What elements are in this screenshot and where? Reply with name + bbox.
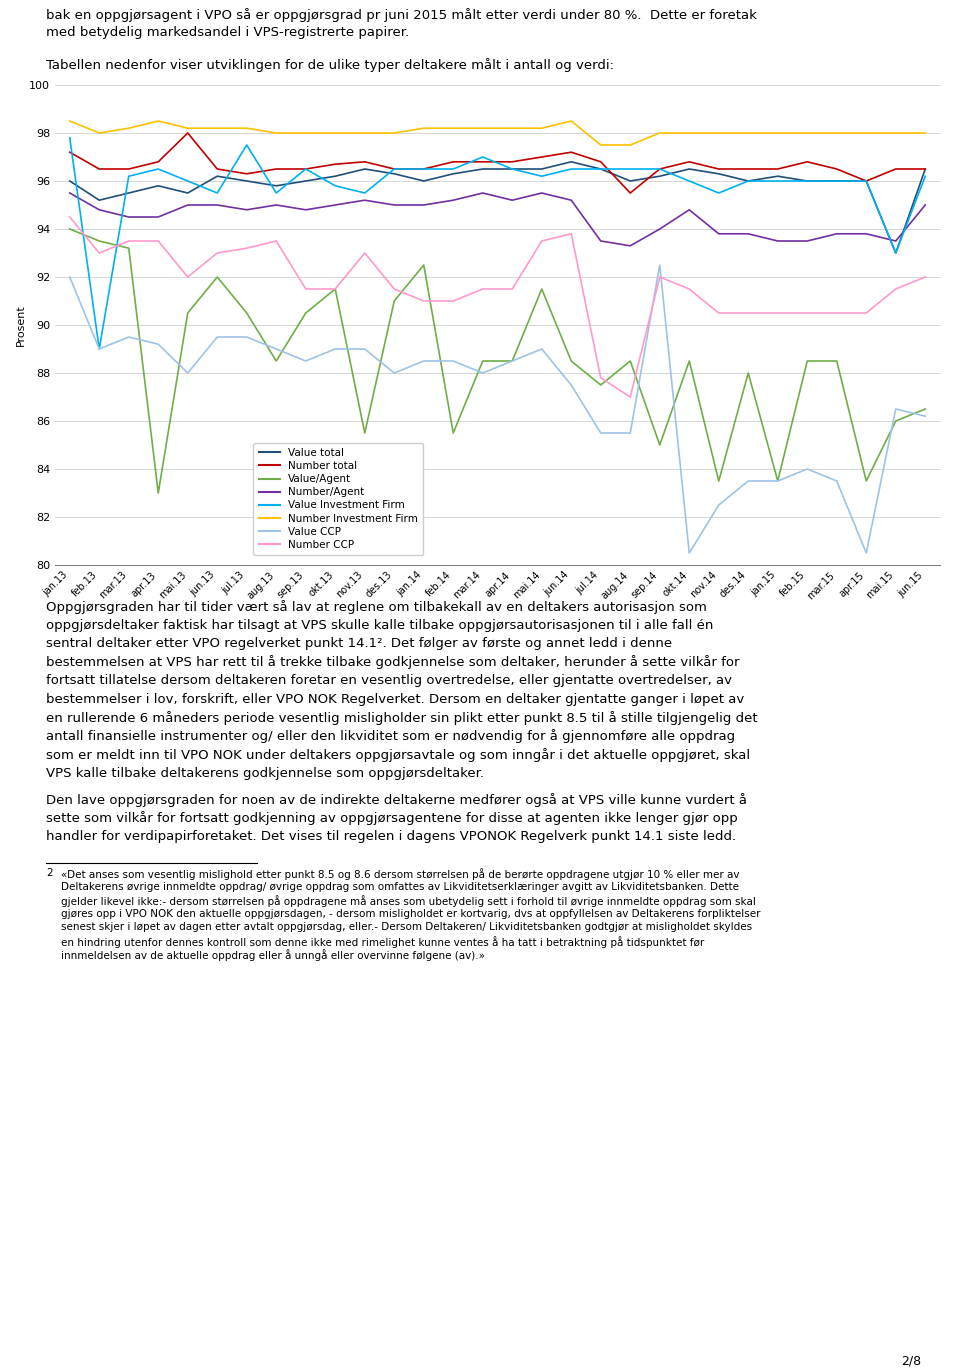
Text: antall finansielle instrumenter og/ eller den likviditet som er nødvendig for å : antall finansielle instrumenter og/ elle… bbox=[46, 729, 735, 743]
Text: sentral deltaker etter VPO regelverket punkt 14.1². Det følger av første og anne: sentral deltaker etter VPO regelverket p… bbox=[46, 638, 672, 650]
Y-axis label: Prosent: Prosent bbox=[16, 304, 26, 345]
Text: 2/8: 2/8 bbox=[901, 1355, 922, 1368]
Text: en hindring utenfor dennes kontroll som denne ikke med rimelighet kunne ventes å: en hindring utenfor dennes kontroll som … bbox=[61, 936, 705, 947]
Text: Den lave oppgjørsgraden for noen av de indirekte deltakerne medfører også at VPS: Den lave oppgjørsgraden for noen av de i… bbox=[46, 792, 747, 808]
Legend: Value total, Number total, Value/Agent, Number/Agent, Value Investment Firm, Num: Value total, Number total, Value/Agent, … bbox=[253, 443, 423, 555]
Text: 2: 2 bbox=[46, 868, 53, 879]
Text: bestemmelser i lov, forskrift, eller VPO NOK Regelverket. Dersom en deltaker gje: bestemmelser i lov, forskrift, eller VPO… bbox=[46, 692, 744, 706]
Text: gjelder likevel ikke:- dersom størrelsen på oppdragene må anses som ubetydelig s: gjelder likevel ikke:- dersom størrelsen… bbox=[61, 895, 756, 908]
Text: fortsatt tillatelse dersom deltakeren foretar en vesentlig overtredelse, eller g: fortsatt tillatelse dersom deltakeren fo… bbox=[46, 675, 732, 687]
Text: gjøres opp i VPO NOK den aktuelle oppgjørsdagen, - dersom misligholdet er kortva: gjøres opp i VPO NOK den aktuelle oppgjø… bbox=[61, 909, 761, 919]
Text: handler for verdipapirforetaket. Det vises til regelen i dagens VPONOK Regelverk: handler for verdipapirforetaket. Det vis… bbox=[46, 829, 736, 843]
Text: senest skjer i løpet av dagen etter avtalt oppgjørsdag, eller.- Dersom Deltakere: senest skjer i løpet av dagen etter avta… bbox=[61, 923, 753, 932]
Text: VPS kalle tilbake deltakerens godkjennelse som oppgjørsdeltaker.: VPS kalle tilbake deltakerens godkjennel… bbox=[46, 766, 484, 780]
Text: «Det anses som vesentlig mislighold etter punkt 8.5 og 8.6 dersom størrelsen på : «Det anses som vesentlig mislighold ette… bbox=[61, 868, 740, 880]
Text: med betydelig markedsandel i VPS-registrerte papirer.: med betydelig markedsandel i VPS-registr… bbox=[46, 26, 409, 38]
Text: bestemmelsen at VPS har rett til å trekke tilbake godkjennelse som deltaker, her: bestemmelsen at VPS har rett til å trekk… bbox=[46, 655, 739, 669]
Text: sette som vilkår for fortsatt godkjenning av oppgjørsagentene for disse at agent: sette som vilkår for fortsatt godkjennin… bbox=[46, 812, 738, 825]
Text: Deltakerens øvrige innmeldte oppdrag/ øvrige oppdrag som omfattes av Likviditets: Deltakerens øvrige innmeldte oppdrag/ øv… bbox=[61, 882, 739, 893]
Text: oppgjørsdeltaker faktisk har tilsagt at VPS skulle kalle tilbake oppgjørsautoris: oppgjørsdeltaker faktisk har tilsagt at … bbox=[46, 618, 713, 632]
Text: bak en oppgjørsagent i VPO så er oppgjørsgrad pr juni 2015 målt etter verdi unde: bak en oppgjørsagent i VPO så er oppgjør… bbox=[46, 8, 756, 22]
Text: Tabellen nedenfor viser utviklingen for de ulike typer deltakere målt i antall o: Tabellen nedenfor viser utviklingen for … bbox=[46, 58, 614, 71]
Text: som er meldt inn til VPO NOK under deltakers oppgjørsavtale og som inngår i det : som er meldt inn til VPO NOK under delta… bbox=[46, 749, 750, 762]
Text: en rullerende 6 måneders periode vesentlig misligholder sin plikt etter punkt 8.: en rullerende 6 måneders periode vesentl… bbox=[46, 712, 757, 725]
Text: innmeldelsen av de aktuelle oppdrag eller å unngå eller overvinne følgene (av).»: innmeldelsen av de aktuelle oppdrag elle… bbox=[61, 950, 486, 961]
Text: Oppgjørsgraden har til tider vært så lav at reglene om tilbakekall av en deltake: Oppgjørsgraden har til tider vært så lav… bbox=[46, 600, 707, 614]
